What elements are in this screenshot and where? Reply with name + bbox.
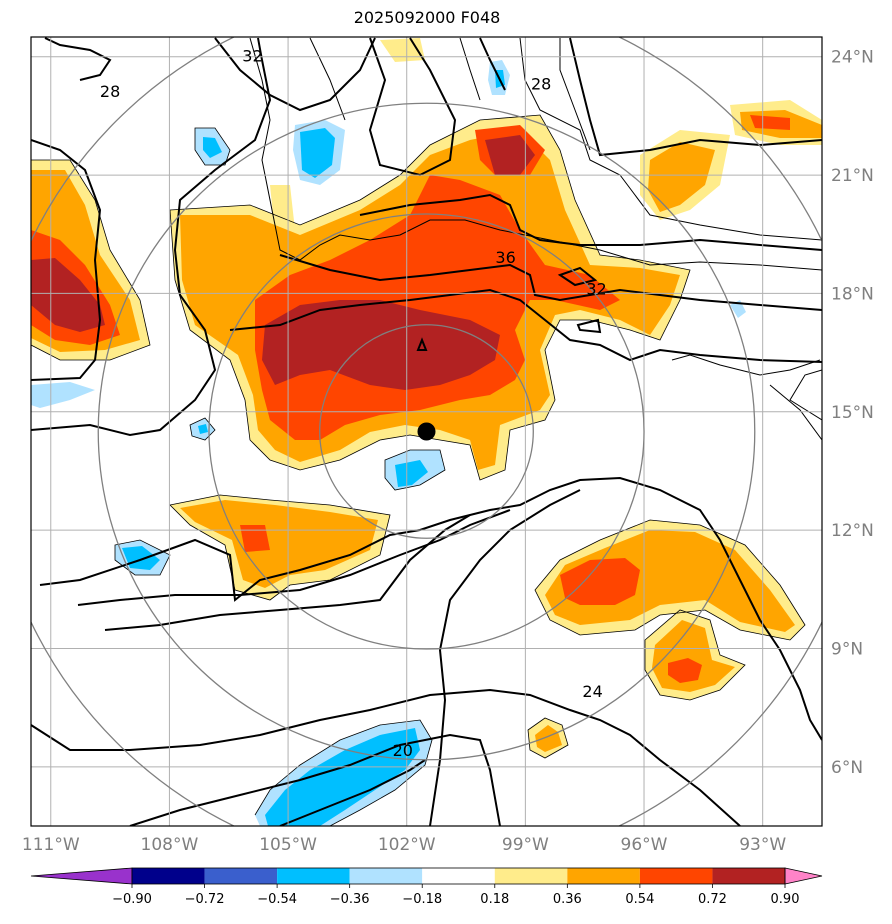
contour-label-2: 28 xyxy=(531,74,551,93)
colorbar-tick-label-5: 0.18 xyxy=(480,892,509,907)
colorbar-segment-2 xyxy=(277,868,350,884)
colorbar-segment-0 xyxy=(132,868,205,884)
gridlines xyxy=(31,37,822,826)
lat-tick-label-3: 15°N xyxy=(831,403,874,423)
colorbar-tick-label-9: 0.90 xyxy=(771,892,800,907)
lon-tick-label-0: 111°W xyxy=(22,835,80,855)
colorbar-tick-label-0: −0.90 xyxy=(112,892,152,907)
colorbar-segment-7 xyxy=(639,868,713,884)
lat-tick-label-5: 21°N xyxy=(831,166,874,186)
longitude-labels: 111°W 108°W 105°W 102°W 99°W 96°W 93°W xyxy=(22,835,786,855)
storm-center-marker xyxy=(417,422,436,441)
colorbar-tick-label-4: −0.18 xyxy=(402,892,442,907)
lon-tick-label-3: 102°W xyxy=(378,835,436,855)
colorbar-tick-label-3: −0.36 xyxy=(330,892,370,907)
lon-tick-label-6: 93°W xyxy=(739,835,786,855)
map-plot-area: 32 28 28 36 32 24 20 xyxy=(31,37,822,826)
lat-tick-label-4: 18°N xyxy=(831,284,874,304)
colorbar-segment-8 xyxy=(712,868,785,884)
contour-label-3: 36 xyxy=(495,248,515,267)
lon-tick-label-4: 99°W xyxy=(502,835,549,855)
colorbar-tick-label-7: 0.54 xyxy=(625,892,654,907)
colorbar-tick-label-8: 0.72 xyxy=(698,892,727,907)
colorbar-segment-4 xyxy=(422,868,495,884)
colorbar-segment-5 xyxy=(494,868,568,884)
range-ring-0 xyxy=(319,324,534,539)
coastline xyxy=(249,37,822,441)
lon-tick-label-1: 108°W xyxy=(141,835,199,855)
colorbar-segment-3 xyxy=(349,868,423,884)
lat-tick-label-6: 24°N xyxy=(831,48,874,68)
lat-tick-label-2: 12°N xyxy=(831,521,874,541)
range-ring-2 xyxy=(97,102,756,761)
colorbar-segment-6 xyxy=(567,868,640,884)
lon-tick-label-2: 105°W xyxy=(259,835,317,855)
lat-tick-label-1: 9°N xyxy=(831,639,863,659)
contour-label-6: 20 xyxy=(393,741,413,760)
colorbar-tick-label-2: −0.54 xyxy=(257,892,297,907)
colorbar-extend-low xyxy=(30,867,133,885)
contour-label-1: 28 xyxy=(100,82,120,101)
colorbar-frame xyxy=(131,867,786,885)
contour-label-4: 32 xyxy=(586,279,606,298)
map-frame xyxy=(30,36,823,827)
contour-labels: 32 28 28 36 32 24 20 xyxy=(100,47,607,760)
map-title: 2025092000 F048 xyxy=(353,8,501,27)
latitude-labels: 6°N 9°N 12°N 15°N 18°N 21°N 24°N xyxy=(831,48,874,778)
colorbar-extend-high xyxy=(784,867,823,885)
colorbar-tick-label-6: 0.36 xyxy=(553,892,582,907)
lon-tick-label-5: 96°W xyxy=(621,835,668,855)
contour-label-0: 32 xyxy=(242,47,262,66)
range-rings xyxy=(31,37,822,826)
colorbar-segment-1 xyxy=(204,868,278,884)
lat-tick-label-0: 6°N xyxy=(831,758,863,778)
positive-anomaly-fill-darkred xyxy=(31,135,535,390)
colorbar: −0.90 −0.72 −0.54 −0.36 −0.18 0.18 0.36 0.54 0.7… xyxy=(30,867,823,907)
contour-label-5: 24 xyxy=(582,682,602,701)
colorbar-tick-label-1: −0.72 xyxy=(185,892,225,907)
range-ring-1 xyxy=(208,213,645,650)
